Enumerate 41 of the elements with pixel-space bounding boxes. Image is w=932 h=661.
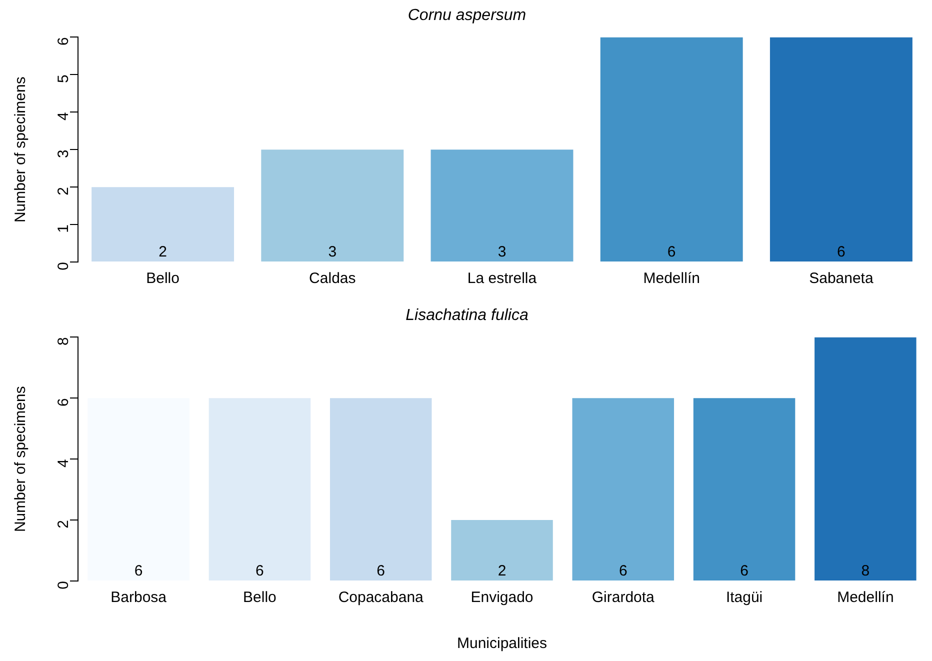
data-label: 6	[134, 562, 143, 580]
x-tick-label: Medellín	[643, 270, 700, 288]
data-label: 3	[328, 244, 337, 261]
x-tick-label: La estrella	[467, 270, 538, 288]
x-tick-label: Envigado	[470, 589, 534, 606]
y-tick-label: 2	[55, 187, 72, 196]
x-tick-label: Copacabana	[338, 589, 424, 606]
x-tick-label: Barbosa	[110, 589, 168, 606]
data-label: 6	[667, 244, 676, 261]
x-tick-label: Girardota	[592, 589, 656, 606]
data-label: 6	[376, 562, 386, 580]
data-label: 2	[498, 562, 506, 580]
data-label: 6	[618, 562, 628, 580]
y-tick-label: 1	[55, 224, 72, 233]
y-axis-title: Number of specimens	[12, 76, 30, 223]
x-tick-label: Bello	[146, 270, 180, 288]
data-label: 6	[256, 562, 264, 580]
data-label: 3	[498, 244, 506, 261]
x-tick-label: Itagüi	[726, 589, 763, 606]
data-label: 8	[861, 562, 870, 580]
x-tick-label: Bello	[243, 589, 276, 606]
y-tick-label: 0	[55, 581, 72, 590]
x-tick-label: Caldas	[309, 270, 356, 288]
x-axis-title: Municipalities	[456, 635, 548, 652]
x-tick-label: Medellín	[837, 589, 894, 606]
x-tick-label: Sabaneta	[809, 270, 874, 288]
y-tick-label: 5	[55, 74, 72, 84]
chart-title: Lisachatina fulica	[406, 307, 528, 324]
y-tick-label: 3	[55, 150, 72, 158]
y-tick-label: 6	[55, 37, 72, 46]
data-label: 6	[740, 562, 748, 580]
y-axis-title: Number of specimens	[12, 386, 30, 532]
y-tick-label: 4	[55, 459, 72, 468]
y-tick-label: 4	[55, 112, 72, 120]
y-tick-label: 8	[55, 337, 72, 346]
y-tick-label: 2	[55, 520, 72, 528]
y-tick-label: 6	[55, 398, 72, 406]
chart-title: Cornu aspersum	[408, 7, 526, 24]
data-label: 2	[158, 244, 167, 261]
y-tick-label: 0	[55, 262, 72, 270]
data-label: 6	[837, 244, 846, 261]
